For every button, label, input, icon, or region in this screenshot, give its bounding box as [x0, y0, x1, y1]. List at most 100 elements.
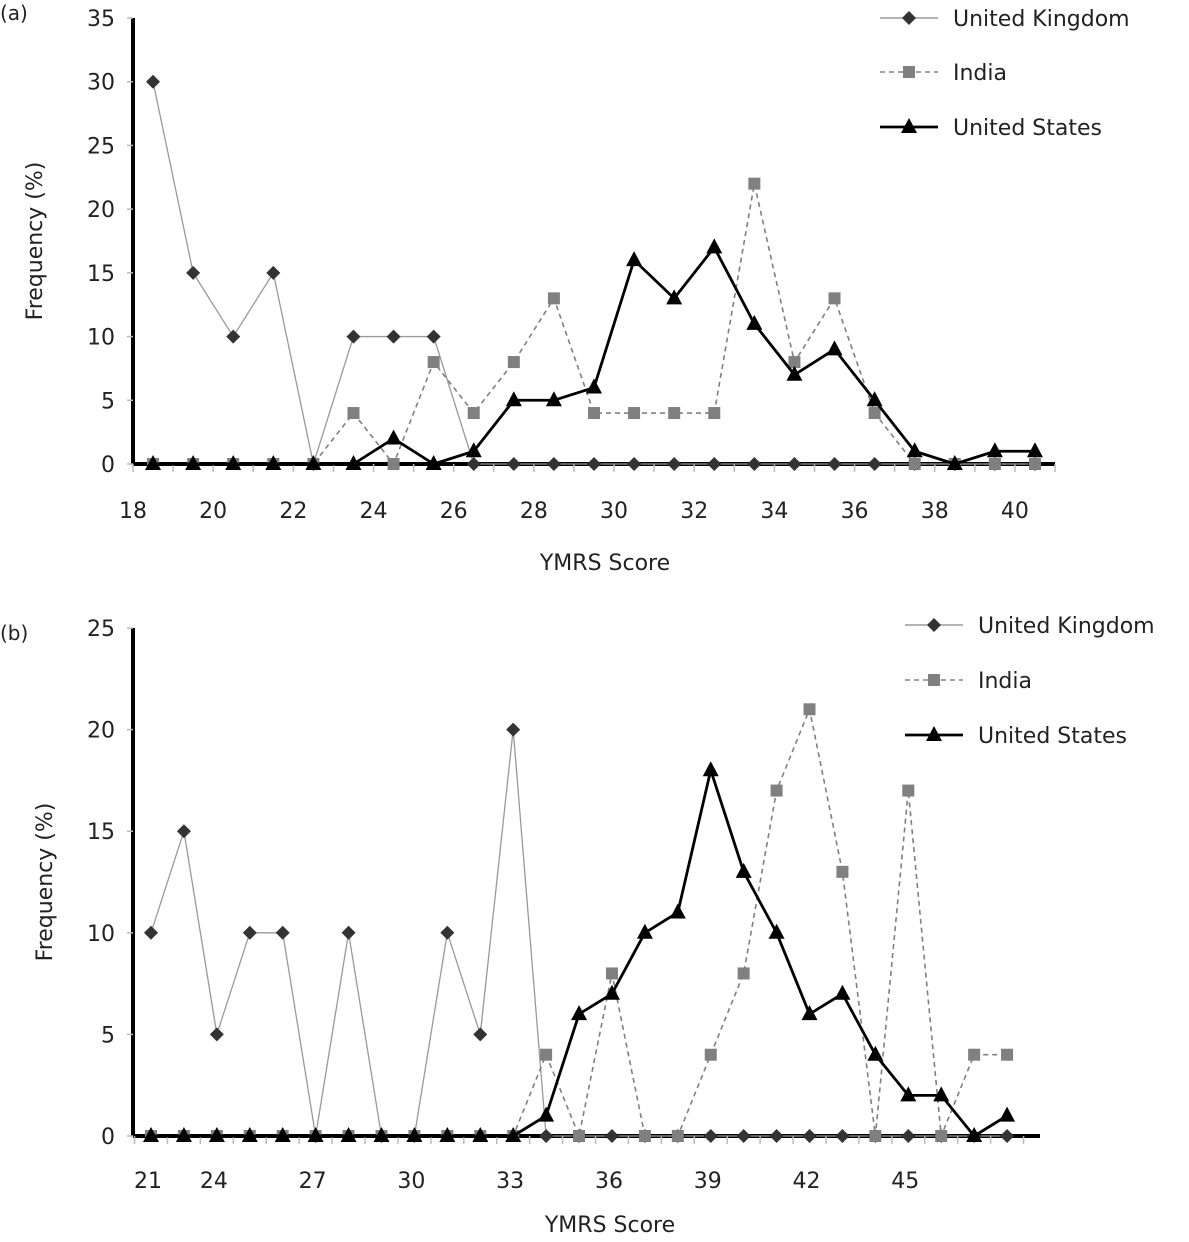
- data-point-triangle: [702, 761, 719, 777]
- x-axis-label: YMRS Score: [539, 551, 670, 576]
- y-tick-label: 30: [87, 71, 115, 96]
- data-point-triangle: [834, 984, 851, 1000]
- series-united-kingdom: [144, 722, 1015, 1143]
- y-tick-label: 5: [101, 1023, 115, 1048]
- legend-label: United Kingdom: [978, 614, 1155, 639]
- data-point-triangle: [265, 455, 282, 470]
- legend-square-icon: [903, 66, 915, 78]
- data-point-square: [1001, 1048, 1014, 1061]
- data-point-triangle: [906, 442, 923, 458]
- data-point-square: [708, 407, 721, 420]
- data-point-diamond: [473, 1027, 488, 1042]
- y-tick-label: 25: [87, 134, 115, 159]
- y-axis-label: Frequency (%): [23, 162, 48, 321]
- x-tick-label: 40: [1001, 499, 1029, 524]
- legend-triangle-icon: [901, 118, 917, 133]
- data-point-triangle: [305, 455, 322, 470]
- data-point-diamond: [275, 925, 290, 940]
- legend-entry: United Kingdom: [880, 7, 1130, 32]
- data-point-triangle: [505, 391, 522, 407]
- x-tick-label: 26: [440, 499, 468, 524]
- data-point-triangle: [746, 314, 763, 330]
- x-tick-label: 36: [841, 499, 869, 524]
- data-point-diamond: [346, 329, 361, 344]
- legend-label: India: [953, 61, 1007, 86]
- legend-entry: India: [880, 61, 1007, 86]
- y-tick-label: 15: [87, 262, 115, 287]
- series-india: [145, 703, 1014, 1142]
- data-point-triangle: [274, 1127, 291, 1142]
- data-point-diamond: [440, 925, 455, 940]
- x-tick-label: 39: [694, 1169, 722, 1194]
- data-point-diamond: [769, 1129, 784, 1143]
- x-tick-label: 24: [360, 499, 388, 524]
- data-point-diamond: [144, 925, 158, 940]
- panel-label: (a): [0, 1, 28, 25]
- data-point-diamond: [867, 457, 882, 471]
- y-tick-label: 10: [87, 922, 115, 947]
- data-point-triangle: [465, 442, 482, 458]
- data-point-triangle: [986, 442, 1003, 458]
- data-point-triangle: [900, 1086, 917, 1102]
- data-point-triangle: [768, 923, 785, 939]
- data-point-square: [671, 1130, 684, 1142]
- data-point-triangle: [373, 1127, 390, 1142]
- data-point-triangle: [586, 378, 602, 394]
- data-point-triangle: [666, 289, 683, 305]
- data-point-diamond: [176, 824, 191, 839]
- legend-label: United States: [978, 724, 1127, 749]
- y-axis-label: Frequency (%): [33, 803, 58, 962]
- x-tick-label: 33: [496, 1169, 524, 1194]
- series-line: [153, 182, 1035, 465]
- data-point-square: [638, 1130, 651, 1142]
- series-line: [151, 708, 1008, 1137]
- data-point-triangle: [241, 1127, 258, 1142]
- data-point-square: [467, 407, 480, 420]
- data-point-diamond: [787, 457, 802, 471]
- data-point-diamond: [587, 457, 601, 471]
- y-tick-label: 20: [87, 198, 115, 223]
- data-point-triangle: [603, 984, 620, 1000]
- data-point-diamond: [386, 329, 401, 344]
- data-point-triangle: [826, 340, 843, 356]
- x-tick-label: 30: [397, 1169, 425, 1194]
- data-point-triangle: [999, 1106, 1016, 1122]
- data-point-triangle: [225, 455, 242, 470]
- data-point-diamond: [226, 329, 241, 344]
- data-point-triangle: [786, 365, 803, 381]
- data-point-triangle: [1026, 442, 1043, 458]
- series-line: [153, 245, 1035, 466]
- data-point-diamond: [426, 329, 441, 344]
- data-point-diamond: [1000, 1129, 1015, 1143]
- data-point-square: [704, 1048, 717, 1061]
- data-point-square: [935, 1130, 948, 1142]
- y-tick-label: 0: [101, 1125, 115, 1150]
- data-point-diamond: [506, 457, 521, 471]
- data-point-diamond: [736, 1129, 751, 1143]
- data-point-square: [427, 356, 440, 369]
- data-point-diamond: [341, 925, 356, 940]
- data-point-triangle: [801, 1005, 818, 1021]
- x-tick-label: 38: [921, 499, 949, 524]
- legend-diamond-icon: [927, 618, 941, 632]
- data-point-triangle: [626, 251, 643, 267]
- data-point-triangle: [345, 455, 362, 470]
- x-tick-label: 28: [520, 499, 548, 524]
- x-tick-label: 21: [134, 1169, 162, 1194]
- data-point-diamond: [466, 457, 481, 471]
- data-point-triangle: [406, 1127, 423, 1142]
- data-point-triangle: [340, 1127, 357, 1142]
- data-point-diamond: [242, 925, 257, 940]
- data-point-triangle: [185, 455, 202, 470]
- series-united-states: [145, 238, 1043, 470]
- data-point-square: [828, 292, 841, 305]
- data-point-triangle: [175, 1127, 192, 1142]
- data-point-triangle: [669, 903, 686, 919]
- data-point-triangle: [538, 1106, 555, 1122]
- y-tick-label: 20: [87, 719, 115, 744]
- y-tick-label: 10: [87, 326, 115, 351]
- data-point-diamond: [747, 457, 762, 471]
- data-point-triangle: [143, 1127, 159, 1142]
- data-point-diamond: [146, 74, 161, 89]
- data-point-triangle: [425, 455, 442, 470]
